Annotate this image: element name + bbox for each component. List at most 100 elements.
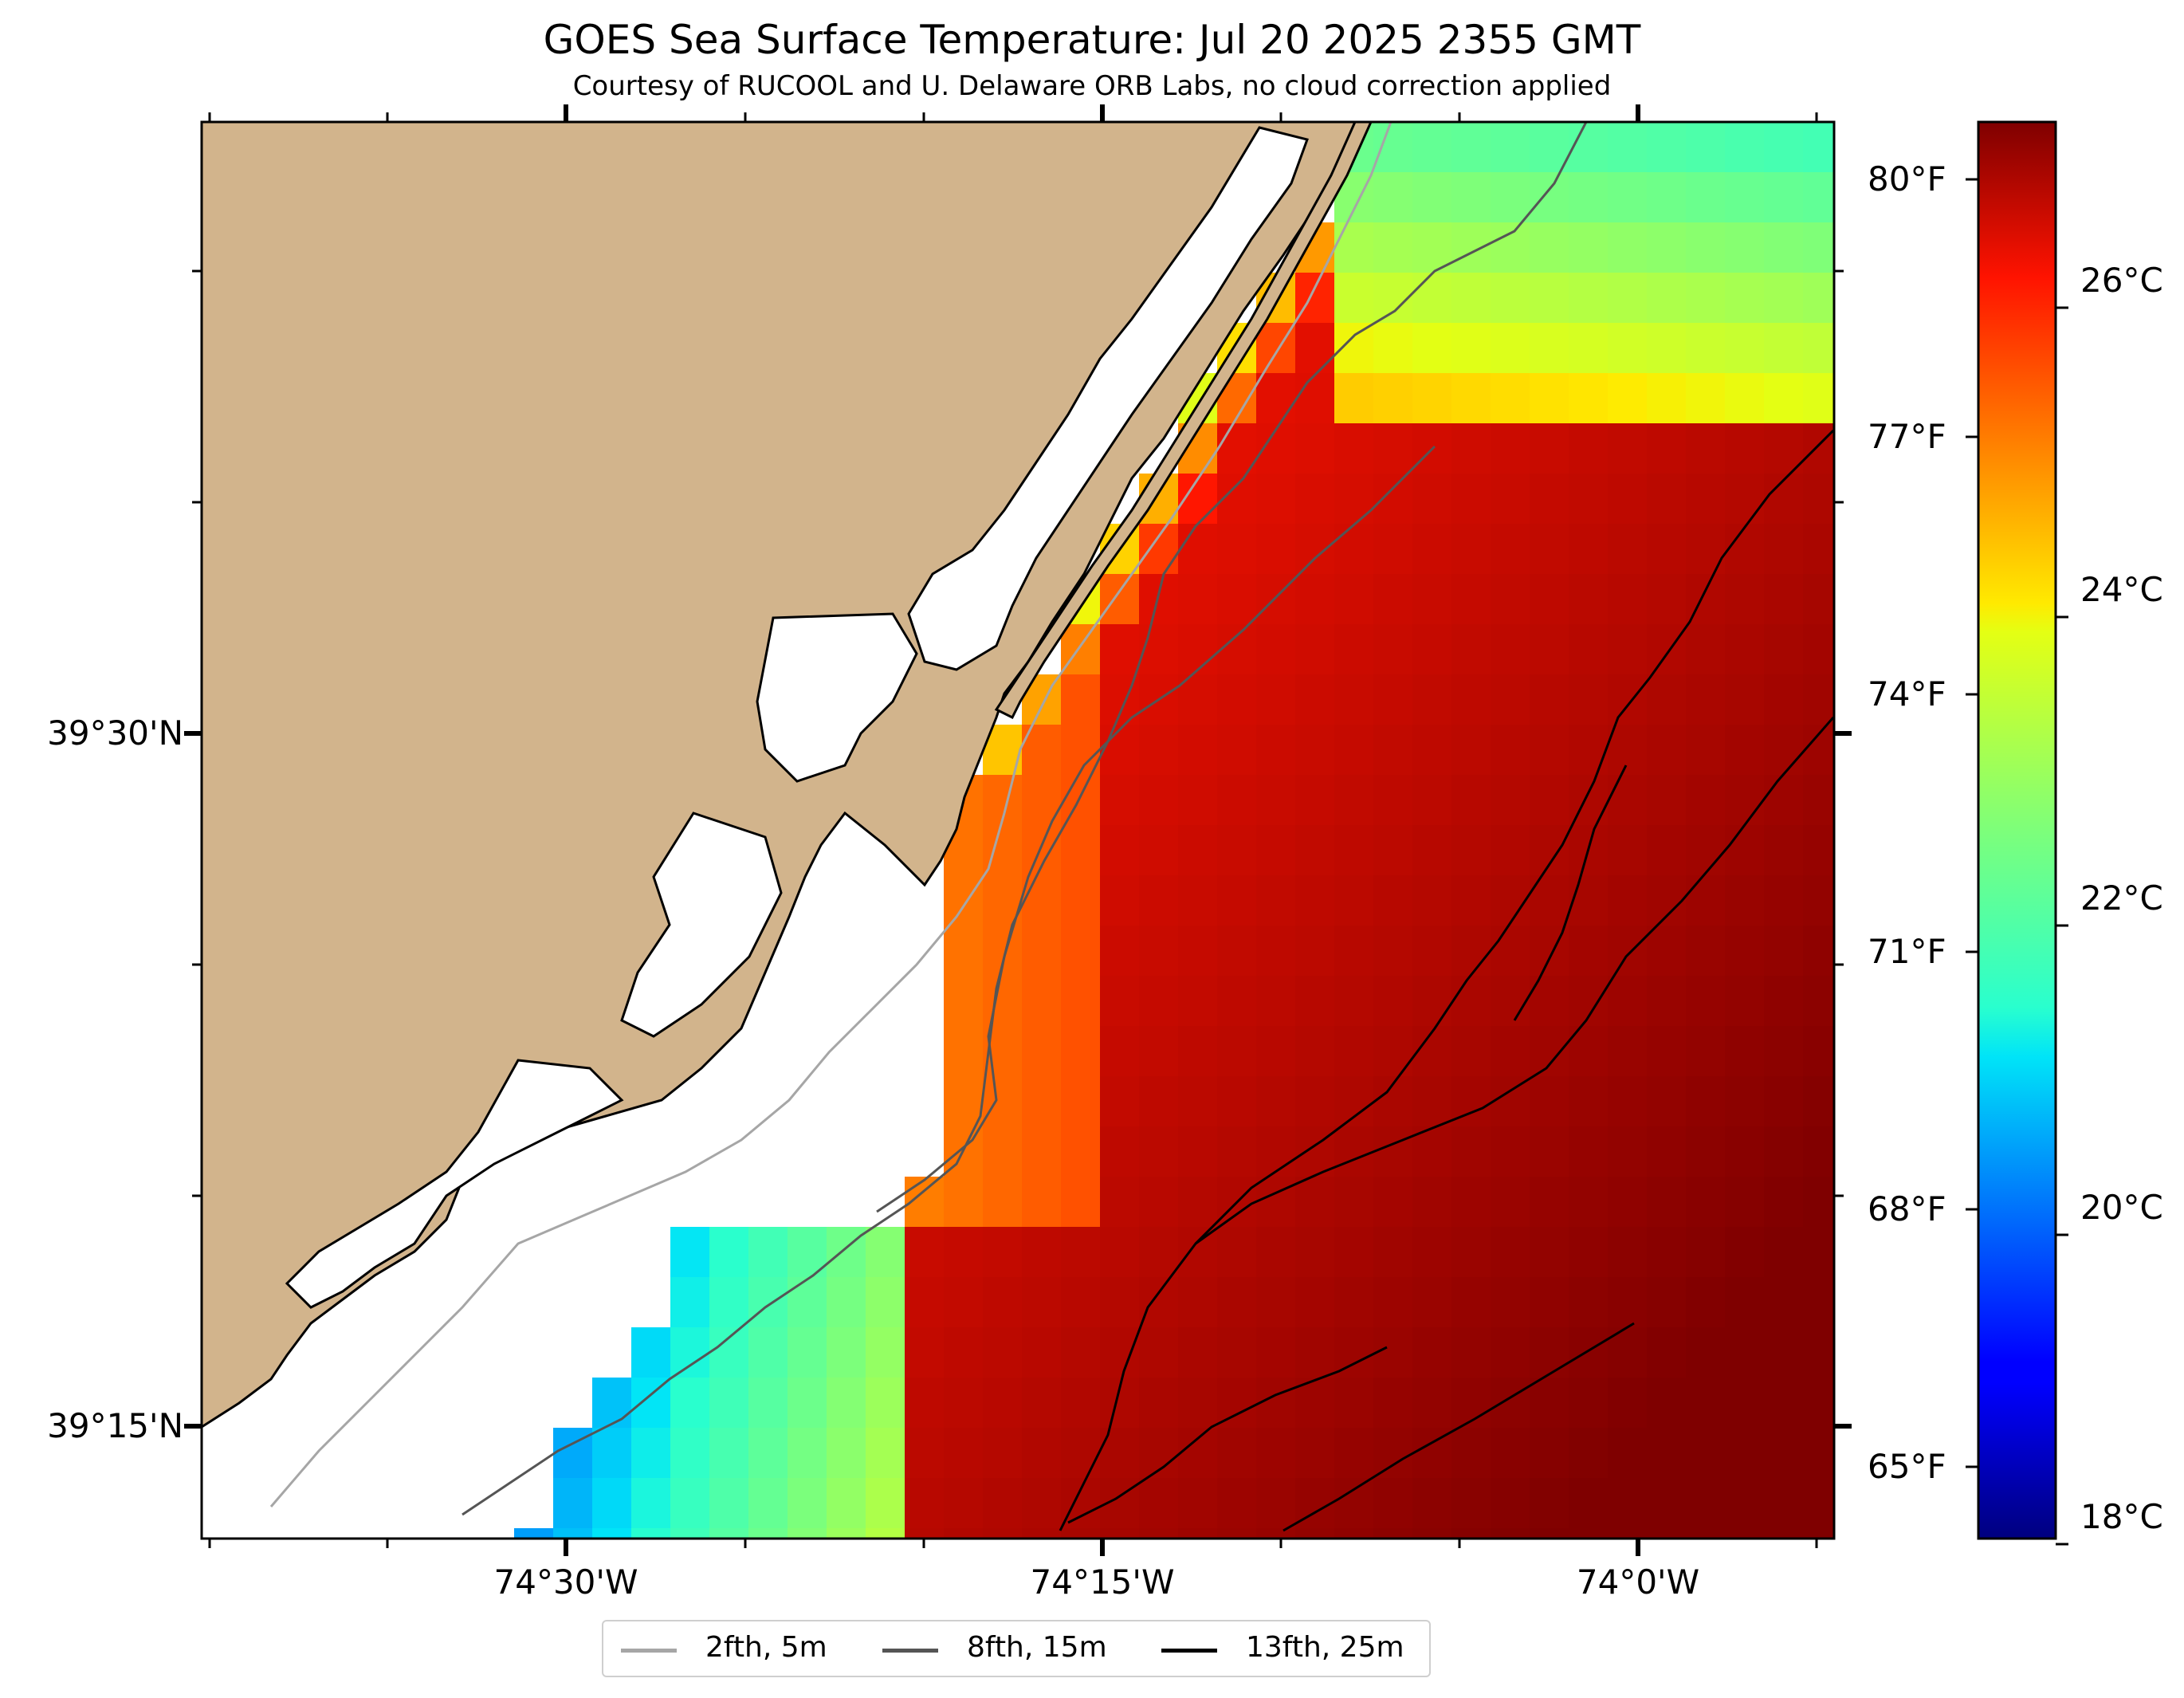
sst-cell <box>866 1227 905 1278</box>
sst-cell <box>1178 1378 1218 1429</box>
sst-cell <box>1686 725 1726 776</box>
sst-cell <box>1491 1227 1530 1278</box>
sst-cell <box>1022 1026 1062 1077</box>
sst-cell <box>1373 976 1413 1027</box>
sst-cell <box>905 1528 945 1539</box>
sst-cell <box>1686 926 1726 977</box>
sst-cell <box>1725 1076 1765 1127</box>
sst-cell <box>1373 875 1413 926</box>
sst-cell <box>1373 926 1413 977</box>
sst-cell <box>1608 1126 1648 1177</box>
sst-cell <box>1373 524 1413 575</box>
sst-cell <box>1569 976 1609 1027</box>
sst-cell <box>1334 1378 1374 1429</box>
sst-cell <box>1334 976 1374 1027</box>
sst-cell <box>1022 1227 1062 1278</box>
sst-cell <box>1569 172 1609 223</box>
sst-cell <box>1334 273 1374 324</box>
sst-cell <box>1412 1528 1452 1539</box>
sst-cell <box>1686 775 1726 826</box>
sst-cell <box>866 1378 905 1429</box>
sst-cell <box>1295 323 1335 374</box>
sst-cell <box>1334 1528 1374 1539</box>
sst-cell <box>1178 1528 1218 1539</box>
sst-cell <box>1061 976 1101 1027</box>
sst-cell <box>1803 1076 1834 1127</box>
sst-cell <box>670 1378 710 1429</box>
sst-cell <box>1334 624 1374 675</box>
sst-cell <box>592 1378 632 1429</box>
sst-cell <box>1803 624 1834 675</box>
sst-cell <box>748 1478 788 1529</box>
sst-cell <box>1530 222 1569 273</box>
sst-cell <box>1295 1327 1335 1378</box>
sst-cell <box>1764 674 1804 725</box>
sst-cell <box>1764 524 1804 575</box>
sst-cell <box>1491 373 1530 424</box>
sst-cell <box>1608 172 1648 223</box>
sst-cell <box>1491 725 1530 776</box>
sst-cell <box>1295 775 1335 826</box>
sst-cell <box>1139 1227 1179 1278</box>
sst-cell <box>1530 1277 1569 1328</box>
sst-cell <box>1412 926 1452 977</box>
sst-cell <box>1764 926 1804 977</box>
sst-cell <box>1139 1076 1179 1127</box>
sst-cell <box>1530 1528 1569 1539</box>
sst-cell <box>827 1478 866 1529</box>
sst-cell <box>1686 1227 1726 1278</box>
sst-cell <box>553 1478 593 1529</box>
sst-cell <box>1412 122 1452 173</box>
sst-cell <box>1647 1428 1687 1479</box>
sst-cell <box>788 1327 827 1378</box>
sst-cell <box>1686 1528 1726 1539</box>
sst-cell <box>1764 122 1804 173</box>
sst-cell <box>1569 1528 1609 1539</box>
sst-cell <box>1530 373 1569 424</box>
sst-cell <box>1491 1378 1530 1429</box>
sst-cell <box>1530 674 1569 725</box>
sst-cell <box>1803 1528 1834 1539</box>
sst-cell <box>1334 1076 1374 1127</box>
sst-cell <box>1608 323 1648 374</box>
sst-cell <box>1217 1327 1257 1378</box>
sst-cell <box>1647 122 1687 173</box>
sst-cell <box>1647 1528 1687 1539</box>
sst-cell <box>1178 1277 1218 1328</box>
sst-cell <box>1217 674 1257 725</box>
sst-cell <box>1491 976 1530 1027</box>
sst-cell <box>1569 725 1609 776</box>
sst-cell <box>905 1378 945 1429</box>
sst-cell <box>1686 1126 1726 1177</box>
sst-cell <box>1373 222 1413 273</box>
isobath-2fth <box>269 122 1392 1507</box>
sst-cell <box>1803 1378 1834 1429</box>
sst-cell <box>1686 222 1726 273</box>
sst-cell <box>1256 1177 1296 1228</box>
sst-cell <box>1295 624 1335 675</box>
sst-cell <box>1451 1126 1491 1177</box>
sst-cell <box>670 1327 710 1378</box>
sst-cell <box>1334 373 1374 424</box>
sst-cell <box>1256 1528 1296 1539</box>
sst-cell <box>1803 524 1834 575</box>
sst-cell <box>631 1327 671 1378</box>
sst-cell <box>1412 172 1452 223</box>
sst-cell <box>944 1026 984 1077</box>
sst-cell <box>1491 1076 1530 1127</box>
sst-cell <box>1373 1327 1413 1378</box>
sst-cell <box>1334 1026 1374 1077</box>
sst-cell <box>866 1528 905 1539</box>
sst-cell <box>1491 172 1530 223</box>
sst-cell <box>1412 1277 1452 1328</box>
sst-cell <box>1295 1076 1335 1127</box>
lat-label-39-15n: 39°15'N <box>47 1406 183 1445</box>
isobath-13fth-d <box>1067 1346 1388 1524</box>
sst-cell <box>1764 1478 1804 1529</box>
sst-cell <box>1295 1177 1335 1228</box>
sst-cell <box>1569 524 1609 575</box>
sst-cell <box>1647 976 1687 1027</box>
sst-cell <box>1608 1177 1648 1228</box>
sst-cell <box>1334 926 1374 977</box>
sst-cell <box>1725 875 1765 926</box>
